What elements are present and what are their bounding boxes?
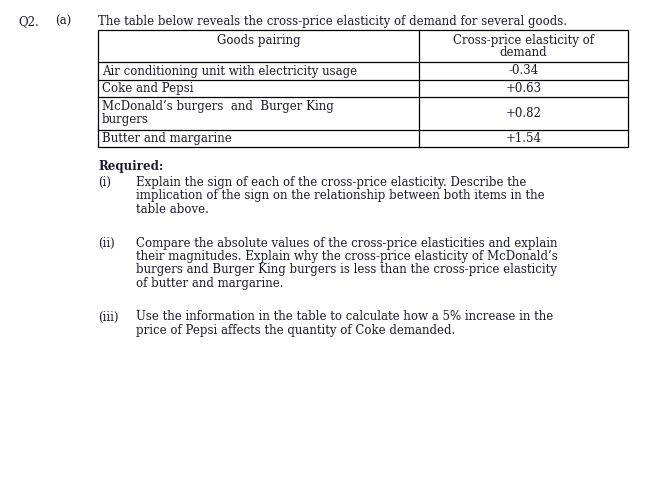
Text: their magnitudes. Explain why the cross-price elasticity of McDonald’s: their magnitudes. Explain why the cross-… (136, 250, 558, 263)
Text: Coke and Pepsi: Coke and Pepsi (102, 82, 193, 95)
Text: burgers and Burger King burgers is less than the cross-price elasticity: burgers and Burger King burgers is less … (136, 264, 557, 276)
Text: Cross-price elasticity of: Cross-price elasticity of (453, 34, 594, 47)
Text: The table below reveals the cross-price elasticity of demand for several goods.: The table below reveals the cross-price … (98, 15, 567, 28)
Text: table above.: table above. (136, 203, 209, 216)
Text: (i): (i) (98, 176, 111, 189)
Text: +1.54: +1.54 (506, 132, 542, 145)
Text: +0.82: +0.82 (506, 107, 542, 120)
Text: Butter and margarine: Butter and margarine (102, 132, 232, 145)
Text: Explain the sign of each of the cross-price elasticity. Describe the: Explain the sign of each of the cross-pr… (136, 176, 527, 189)
Text: Q2.: Q2. (18, 15, 39, 28)
Text: of butter and margarine.: of butter and margarine. (136, 277, 284, 290)
Text: -0.34: -0.34 (508, 64, 538, 77)
Text: (a): (a) (55, 15, 71, 28)
Text: (iii): (iii) (98, 311, 119, 324)
Text: (ii): (ii) (98, 237, 115, 250)
Text: implication of the sign on the relationship between both items in the: implication of the sign on the relations… (136, 190, 544, 203)
Text: Goods pairing: Goods pairing (217, 34, 300, 47)
Text: price of Pepsi affects the quantity of Coke demanded.: price of Pepsi affects the quantity of C… (136, 324, 455, 337)
Text: Compare the absolute values of the cross-price elasticities and explain: Compare the absolute values of the cross… (136, 237, 557, 250)
Text: Use the information in the table to calculate how a 5% increase in the: Use the information in the table to calc… (136, 311, 553, 324)
Text: demand: demand (500, 46, 548, 59)
Text: Required:: Required: (98, 160, 163, 173)
Text: McDonald’s burgers  and  Burger King: McDonald’s burgers and Burger King (102, 100, 334, 113)
Text: +0.63: +0.63 (506, 82, 542, 95)
Bar (98, 30, 628, 147)
Text: burgers: burgers (102, 113, 149, 126)
Text: Air conditioning unit with electricity usage: Air conditioning unit with electricity u… (102, 64, 357, 77)
